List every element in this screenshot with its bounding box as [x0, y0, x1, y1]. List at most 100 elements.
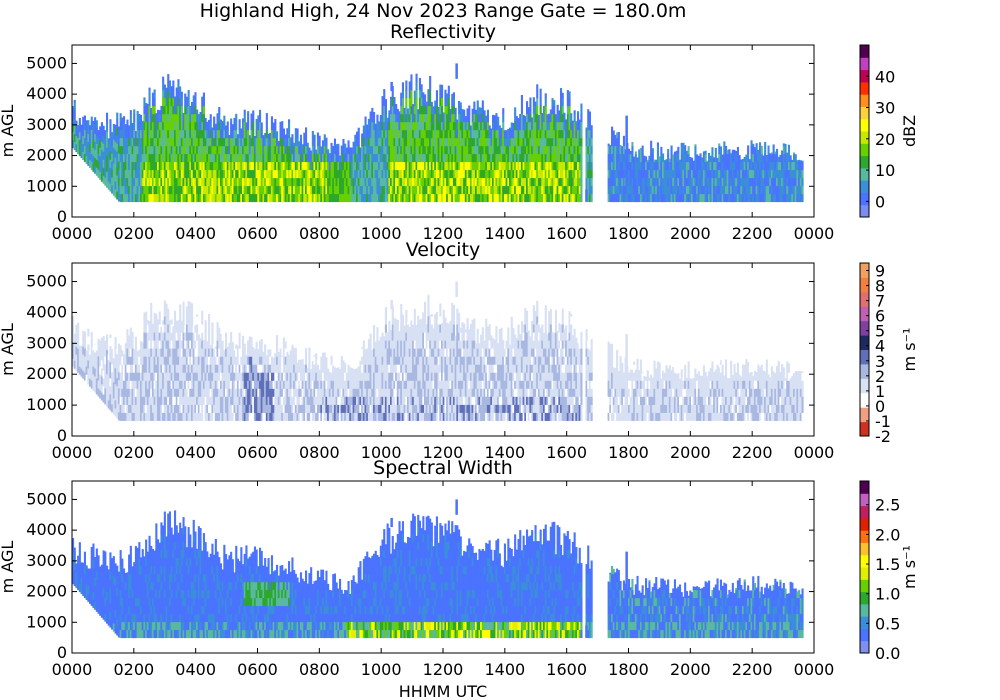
y-tick-label: 3000: [26, 333, 67, 352]
colorbar-tick-label: 1.5: [875, 555, 900, 574]
colorbar-tick-label: 7: [875, 292, 885, 311]
colorbar-tick-label: 10: [875, 161, 895, 180]
colorbar-tick-label: 0: [875, 397, 885, 416]
heatmap: [72, 63, 804, 203]
y-tick-label: 5000: [26, 489, 67, 508]
x-tick-label: 0800: [299, 443, 340, 462]
colorbar-tick-label: 8: [875, 277, 885, 296]
x-tick-label: 1200: [423, 443, 464, 462]
y-tick-label: 0: [57, 207, 67, 226]
x-tick-label: 2000: [670, 443, 711, 462]
x-tick-label: 0200: [113, 224, 154, 243]
x-tick-label: 0400: [175, 660, 216, 679]
x-tick-label: 2000: [670, 660, 711, 679]
colorbar-tick-label: 9: [875, 262, 885, 281]
colorbar-tick-label: 4: [875, 337, 885, 356]
x-tick-label: 0000: [794, 443, 835, 462]
x-tick-label: 0600: [237, 660, 278, 679]
x-tick-label: 1000: [361, 660, 402, 679]
colorbar-tick-label: 6: [875, 307, 885, 326]
x-tick-label: 0000: [52, 660, 93, 679]
y-tick-label: 0: [57, 426, 67, 445]
panel-title: Spectral Width: [373, 457, 513, 479]
panel-title: Velocity: [406, 239, 481, 261]
x-ticks: 0000 0200 0400 0600 0800 1000 1200 1400 1600 1800…: [52, 481, 835, 679]
colorbar-tick-label: 0.0: [875, 644, 900, 663]
heatmap: [72, 281, 804, 421]
y-tick-label: 4000: [26, 302, 67, 321]
x-axis-label: HHMM UTC: [399, 682, 487, 700]
y-tick-label: 1000: [26, 176, 67, 195]
x-tick-label: 1200: [423, 224, 464, 243]
heatmap: [72, 499, 804, 639]
colorbar-tick-label: 2: [875, 367, 885, 386]
x-tick-label: 1200: [423, 660, 464, 679]
x-tick-label: 2200: [732, 443, 773, 462]
x-tick-label: 0600: [237, 443, 278, 462]
colorbar-tick-label: 2.5: [875, 496, 900, 515]
x-ticks: 0000 0200 0400 0600 0800 1000 1200 1400 1600 1800…: [52, 45, 835, 243]
y-tick-label: 5000: [26, 272, 67, 291]
y-axis-label: m AGL: [0, 105, 17, 158]
colorbar-tick-label: -2: [875, 427, 891, 446]
y-tick-label: 3000: [26, 551, 67, 570]
colorbar-tick-label: 1.0: [875, 585, 900, 604]
y-tick-label: 2000: [26, 582, 67, 601]
y-tick-label: 0: [57, 643, 67, 662]
colorbar: 0.0 0.5 1.0 1.5 2.0 2.5 m s⁻¹: [859, 480, 919, 663]
x-tick-label: 0800: [299, 224, 340, 243]
x-tick-label: 1600: [546, 224, 587, 243]
y-tick-label: 4000: [26, 520, 67, 539]
colorbar-tick-label: 2.0: [875, 525, 900, 544]
colorbar-tick-label: 30: [875, 99, 895, 118]
x-tick-label: 1000: [361, 443, 402, 462]
x-tick-label: 0800: [299, 660, 340, 679]
colorbar-tick-label: 0.5: [875, 614, 900, 633]
colorbar-tick-label: 3: [875, 352, 885, 371]
x-tick-label: 1800: [608, 224, 649, 243]
x-tick-label: 0400: [175, 443, 216, 462]
x-tick-label: 1000: [361, 224, 402, 243]
x-tick-label: 0000: [794, 224, 835, 243]
colorbar-tick-label: 0: [875, 192, 885, 211]
x-tick-label: 1400: [484, 443, 525, 462]
x-ticks: 0000 0200 0400 0600 0800 1000 1200 1400 1600 1800…: [52, 263, 835, 462]
y-axis-label: m AGL: [0, 323, 17, 376]
x-tick-label: 1400: [484, 224, 525, 243]
figure-title: Highland High, 24 Nov 2023 Range Gate = …: [200, 0, 687, 22]
y-ticks: 0 1000 2000 3000 4000 5000: [26, 53, 814, 226]
x-tick-label: 0600: [237, 224, 278, 243]
y-tick-label: 1000: [26, 612, 67, 631]
colorbar-tick-label: 40: [875, 67, 895, 86]
colorbar-tick-label: 1: [875, 382, 885, 401]
x-tick-label: 2200: [732, 660, 773, 679]
y-ticks: 0 1000 2000 3000 4000 5000: [26, 272, 814, 445]
y-ticks: 0 1000 2000 3000 4000 5000: [26, 489, 814, 662]
x-tick-label: 1800: [608, 443, 649, 462]
x-tick-label: 0200: [113, 443, 154, 462]
y-tick-label: 4000: [26, 84, 67, 103]
colorbar-label: m s⁻¹: [900, 545, 919, 589]
colorbar-label: m s⁻¹: [900, 328, 919, 372]
colorbar: 0 10 20 30 40 dBZ: [859, 44, 919, 218]
x-tick-label: 1600: [546, 443, 587, 462]
x-tick-label: 0000: [794, 660, 835, 679]
y-tick-label: 1000: [26, 395, 67, 414]
y-tick-label: 2000: [26, 146, 67, 165]
x-tick-label: 2000: [670, 224, 711, 243]
colorbar-label: dBZ: [900, 115, 919, 147]
x-tick-label: 1600: [546, 660, 587, 679]
y-axis-label: m AGL: [0, 541, 17, 594]
colorbar-tick-label: 5: [875, 322, 885, 341]
x-tick-label: 0400: [175, 224, 216, 243]
x-tick-label: 0200: [113, 660, 154, 679]
x-tick-label: 0000: [52, 443, 93, 462]
x-tick-label: 1400: [484, 660, 525, 679]
x-tick-label: 1800: [608, 660, 649, 679]
y-tick-label: 2000: [26, 364, 67, 383]
